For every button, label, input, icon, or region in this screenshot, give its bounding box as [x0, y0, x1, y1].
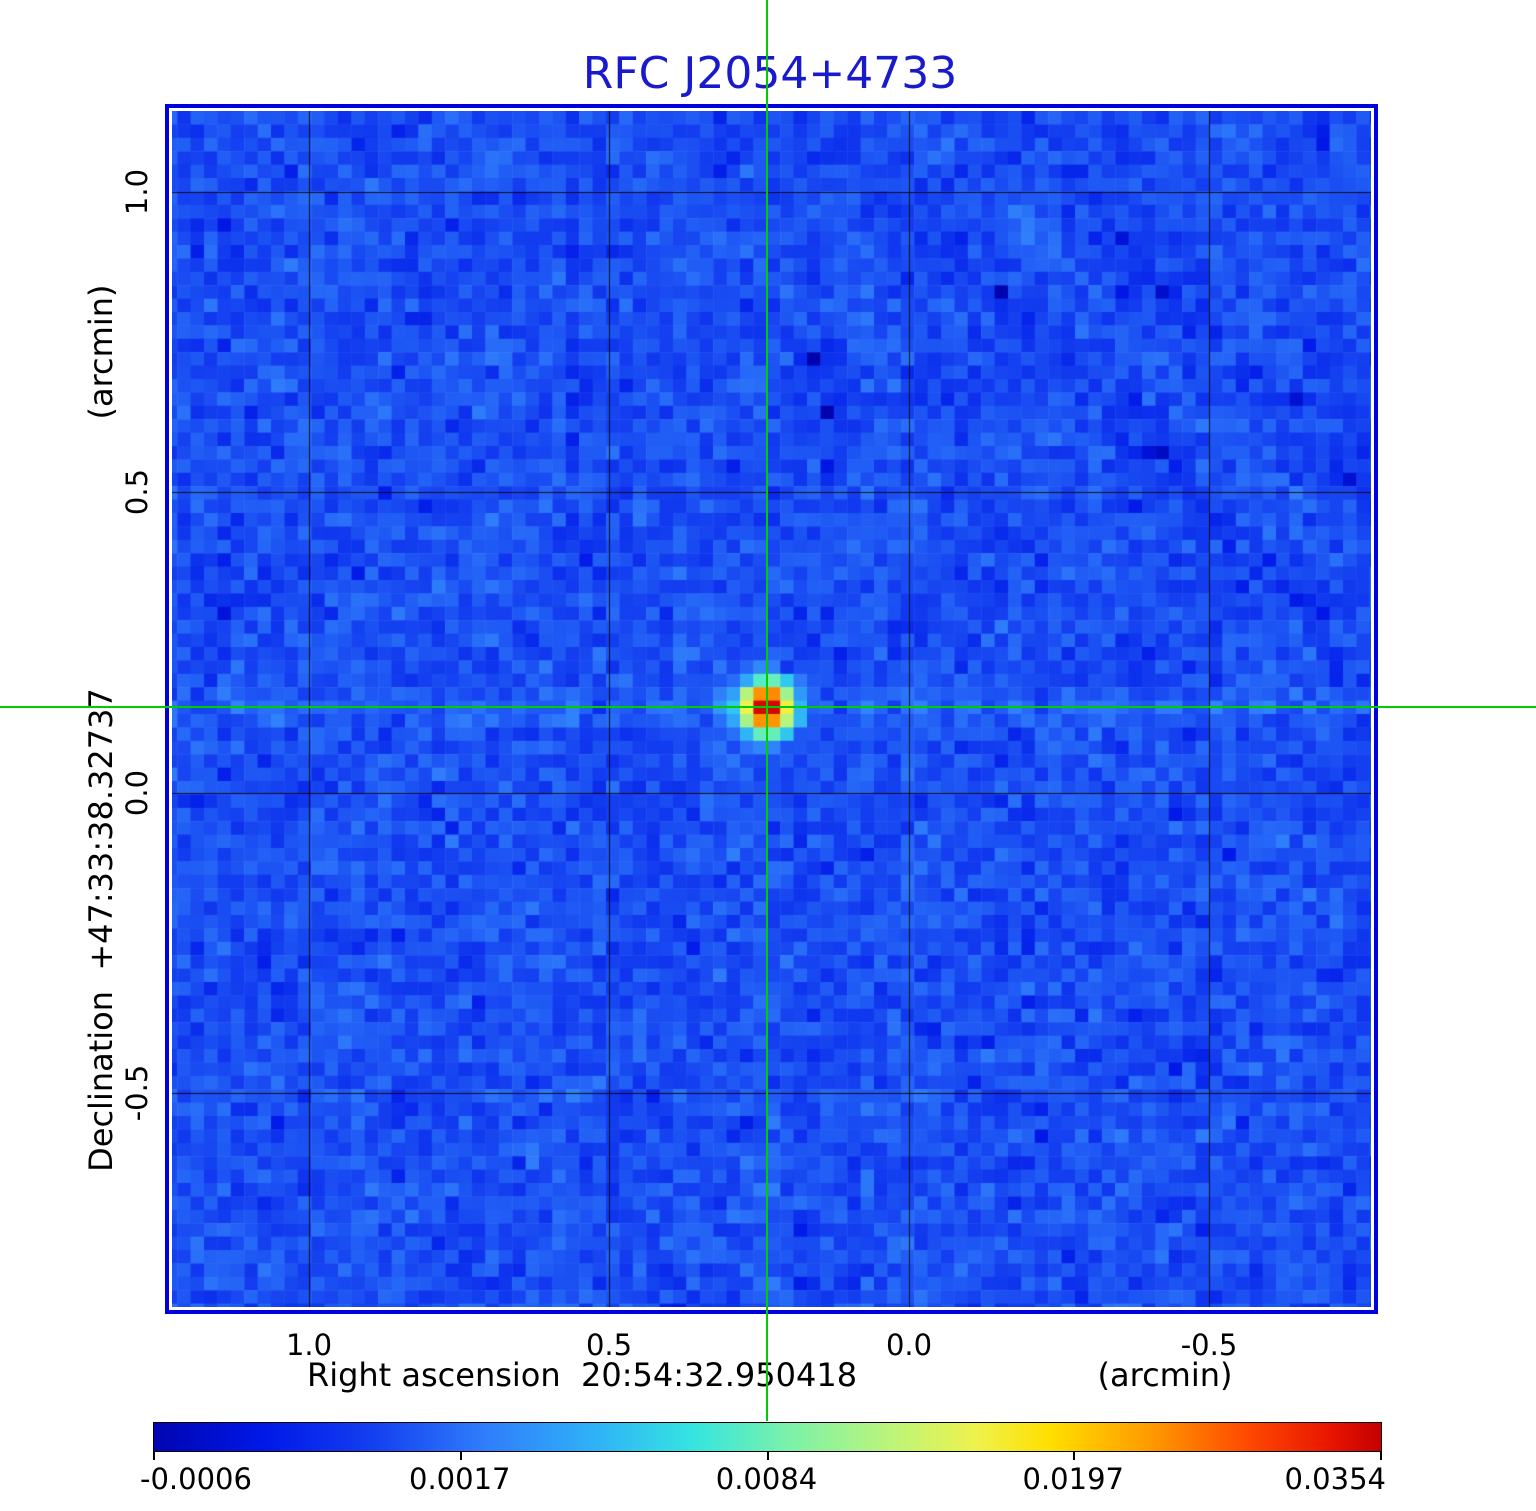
colorbar-tick: [1380, 1452, 1382, 1460]
heatmap-canvas: [172, 111, 1371, 1307]
colorbar-tick: [1073, 1452, 1076, 1460]
x-axis-unit-label: (arcmin): [1097, 1356, 1233, 1394]
colorbar-tick-label: 0.0197: [1022, 1462, 1124, 1496]
colorbar-tick-label: 0.0354: [1284, 1462, 1386, 1496]
y-axis-unit-label: (arcmin): [82, 284, 120, 420]
y-axis-title: Declination +47:33:38.32737: [82, 688, 120, 1172]
colorbar-tick: [459, 1452, 462, 1460]
figure-title: RFC J2054+4733: [582, 48, 958, 99]
y-tick-label: 0.5: [120, 469, 154, 516]
x-tick-label: -0.5: [1180, 1328, 1238, 1362]
colorbar-tick-label: -0.0006: [140, 1462, 252, 1496]
crosshair-horizontal-line: [0, 706, 1536, 709]
x-axis-title: Right ascension 20:54:32.950418: [306, 1356, 858, 1394]
y-tick-label: 0.0: [120, 769, 154, 816]
x-tick-label: 1.0: [285, 1328, 333, 1362]
x-tick-label: 0.5: [585, 1328, 633, 1362]
colorbar-tick-label: 0.0017: [409, 1462, 511, 1496]
y-tick-label: -0.5: [120, 1064, 154, 1121]
colorbar-tick: [766, 1452, 769, 1460]
colorbar-tick: [153, 1452, 155, 1460]
colorbar: [153, 1422, 1382, 1452]
colorbar-tick-label: 0.0084: [715, 1462, 818, 1496]
x-tick-label: 0.0: [885, 1328, 933, 1362]
crosshair-vertical-line: [765, 0, 768, 1421]
y-tick-label: 1.0: [120, 169, 154, 216]
